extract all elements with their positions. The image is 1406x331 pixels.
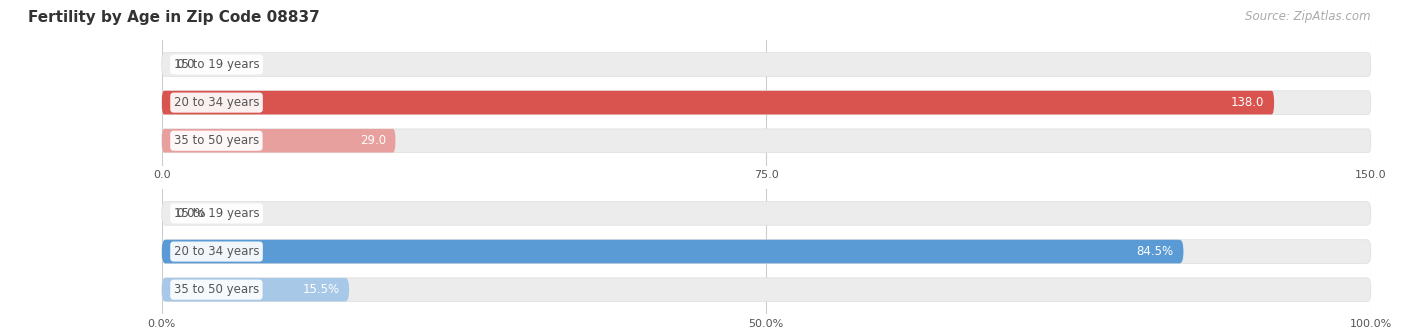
FancyBboxPatch shape	[162, 240, 1371, 263]
Text: 29.0: 29.0	[360, 134, 385, 147]
Text: 20 to 34 years: 20 to 34 years	[174, 96, 259, 109]
Text: 0.0: 0.0	[176, 58, 194, 71]
Text: 15 to 19 years: 15 to 19 years	[174, 207, 259, 220]
Text: 15 to 19 years: 15 to 19 years	[174, 58, 259, 71]
Text: 15.5%: 15.5%	[302, 283, 339, 296]
Text: Fertility by Age in Zip Code 08837: Fertility by Age in Zip Code 08837	[28, 10, 321, 25]
FancyBboxPatch shape	[162, 278, 349, 302]
Text: 0.0%: 0.0%	[176, 207, 205, 220]
FancyBboxPatch shape	[162, 240, 1184, 263]
Text: 138.0: 138.0	[1232, 96, 1264, 109]
Text: 35 to 50 years: 35 to 50 years	[174, 134, 259, 147]
FancyBboxPatch shape	[162, 202, 1371, 225]
Text: 35 to 50 years: 35 to 50 years	[174, 283, 259, 296]
FancyBboxPatch shape	[162, 91, 1371, 115]
Text: 20 to 34 years: 20 to 34 years	[174, 245, 259, 258]
FancyBboxPatch shape	[162, 129, 1371, 153]
Text: 84.5%: 84.5%	[1136, 245, 1174, 258]
FancyBboxPatch shape	[162, 91, 1274, 115]
FancyBboxPatch shape	[162, 53, 1371, 76]
FancyBboxPatch shape	[162, 278, 1371, 302]
FancyBboxPatch shape	[162, 129, 395, 153]
Text: Source: ZipAtlas.com: Source: ZipAtlas.com	[1246, 10, 1371, 23]
